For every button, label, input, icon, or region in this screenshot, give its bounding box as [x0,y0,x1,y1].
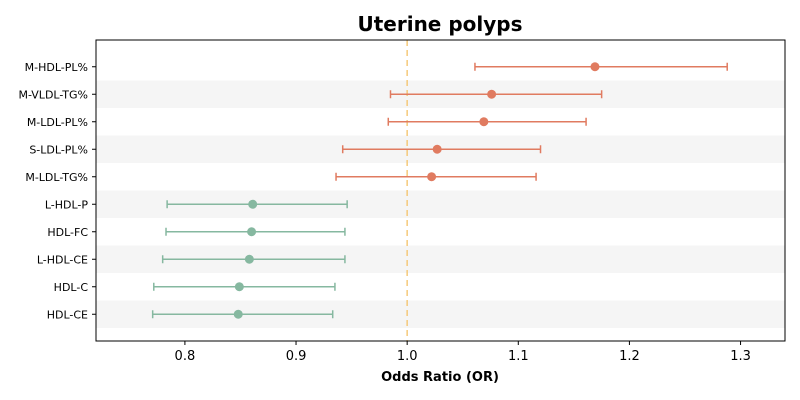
x-tick-label: 1.2 [619,349,640,364]
x-tick-label: 1.3 [730,349,751,364]
y-tick-label: HDL-CE [47,308,88,321]
x-tick-label: 1.0 [397,349,418,364]
x-axis-ticks: 0.8 0.9 1.0 1.1 1.2 1.3 [175,341,751,364]
or-point [234,282,244,292]
or-point [590,62,600,72]
x-axis-label: Odds Ratio (OR) [381,370,499,385]
x-tick-label: 1.1 [508,349,529,364]
x-tick-label: 0.9 [286,349,307,364]
y-tick-label: M-LDL-TG% [25,171,88,184]
or-point [487,89,497,99]
y-axis-ticks: M-HDL-PL% M-VLDL-TG% M-LDL-PL% S-LDL-PL% M-L… [18,61,96,321]
chart-title: Uterine polyps [357,12,522,36]
y-tick-label: L-HDL-P [45,198,89,211]
or-point [248,199,258,209]
y-tick-label: M-VLDL-TG% [18,88,88,101]
or-point [479,117,489,127]
or-point [427,172,437,182]
or-point [432,144,442,154]
or-point [244,254,254,264]
x-tick-label: 0.8 [175,349,196,364]
y-tick-label: M-LDL-PL% [27,116,88,129]
y-tick-label: HDL-C [54,281,89,294]
or-point [247,227,257,237]
y-tick-label: M-HDL-PL% [25,61,88,74]
plot-frame [95,39,786,342]
data-marks [151,62,728,319]
or-point [233,309,243,319]
y-tick-label: L-HDL-CE [37,253,88,266]
y-tick-label: S-LDL-PL% [29,143,88,156]
y-tick-label: HDL-FC [47,226,88,239]
